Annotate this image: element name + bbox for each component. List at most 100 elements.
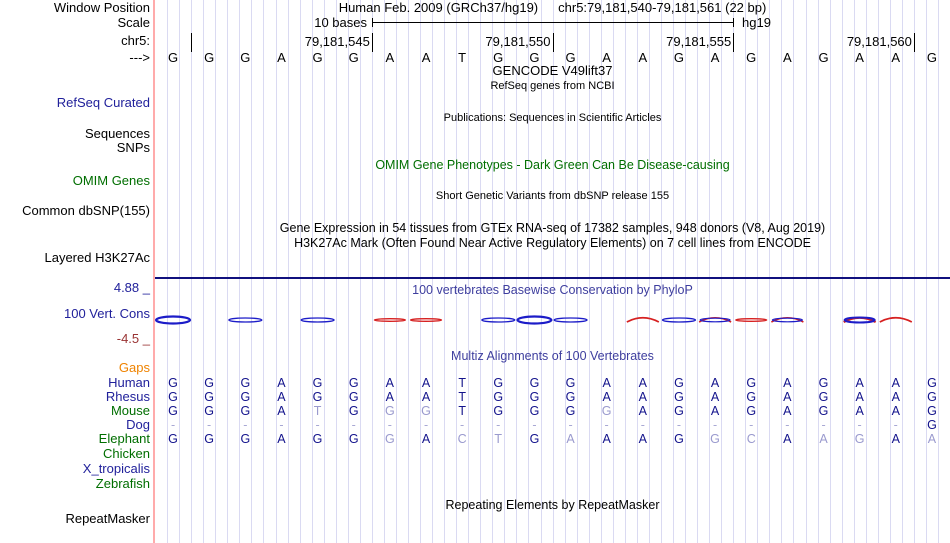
track-label-sequences[interactable]: Sequences [84,126,150,141]
track-label-x-tropicalis[interactable]: X_tropicalis [82,461,150,476]
alignment-base-dog: - [712,418,718,432]
alignment-base-human: A [710,376,720,390]
alignment-base-dog: - [640,418,645,432]
assembly-position-line: Human Feb. 2009 (GRCh37/hg19) chr5:79,181… [155,1,950,15]
scale-value: 10 bases [314,15,367,30]
alignment-base-rhesus: A [891,390,900,404]
alignment-base-rhesus: G [927,390,937,404]
track-label-chicken[interactable]: Chicken [103,446,150,461]
track-label-strand: ---> [129,50,150,65]
alignment-base-rhesus: G [204,390,214,404]
alignment-base-elephant: G [240,432,251,446]
base-letter: G [529,50,540,65]
alignment-base-rhesus: G [168,390,178,404]
track-title-dbsnp[interactable]: Short Genetic Variants from dbSNP releas… [435,190,670,202]
scale-bar-right-cap [733,18,734,27]
alignment-base-dog: - [207,418,212,432]
track-label-rhesus[interactable]: Rhesus [105,389,150,404]
base-letter: A [638,50,648,65]
track-title-publications[interactable]: Publications: Sequences in Scientific Ar… [443,112,662,124]
alignment-base-dog: - [351,418,356,432]
alignment-base-rhesus: A [710,390,720,404]
base-letter: A [710,50,720,65]
track-label-dog[interactable]: Dog [126,417,150,432]
track-label-elephant[interactable]: Elephant [98,431,150,446]
track-title-gtex[interactable]: Gene Expression in 54 tissues from GTEx … [279,221,826,235]
alignment-base-rhesus: G [529,390,540,404]
base-letter: G [167,50,179,65]
track-label-refseq-curated[interactable]: RefSeq Curated [56,95,150,110]
track-label-mouse[interactable]: Mouse [110,403,150,418]
alignment-base-elephant: A [783,432,792,446]
alignment-base-human: A [421,376,431,390]
alignment-base-elephant: G [348,432,359,446]
alignment-base-mouse: G [565,404,576,418]
alignment-base-rhesus: G [240,390,251,404]
track-title-multiz[interactable]: Multiz Alignments of 100 Vertebrates [451,349,654,363]
track-label-layered-h3k27ac[interactable]: Layered H3K27Ac [44,250,150,265]
track-label-vert-cons[interactable]: 100 Vert. Cons [64,306,150,321]
alignment-base-mouse: G [674,404,684,418]
alignment-base-rhesus: A [638,390,648,404]
alignment-base-mouse: T [458,404,466,418]
alignment-base-elephant: G [529,432,540,446]
cons-mark [553,317,588,323]
cons-mark [843,316,876,324]
alignment-base-elephant: A [891,432,900,446]
ruler-tick [913,33,915,52]
alignment-base-elephant: T [494,432,503,446]
track-label-repeatmasker[interactable]: RepeatMasker [65,511,150,526]
alignment-base-elephant: G [168,432,178,446]
track-label-gaps[interactable]: Gaps [118,360,150,375]
alignment-base-mouse: G [493,404,504,418]
alignment-base-dog: - [785,418,790,432]
track-label-common-dbsnp[interactable]: Common dbSNP(155) [22,203,150,218]
track-title-omim[interactable]: OMIM Gene Phenotypes - Dark Green Can Be… [375,158,730,172]
alignment-base-mouse: G [348,404,359,418]
track-title-h3k27ac[interactable]: H3K27Ac Mark (Often Found Near Active Re… [294,236,811,250]
base-letter: G [926,50,937,65]
track-title-phylop[interactable]: 100 vertebrates Basewise Conservation by… [412,283,693,297]
alignment-base-dog: - [604,418,609,432]
track-label-snps[interactable]: SNPs [116,140,150,155]
alignment-base-dog: - [568,418,573,432]
alignment-base-human: A [602,376,611,390]
ruler-label: 79,181,550 [485,34,551,49]
alignment-base-human: G [168,376,178,390]
position-range: chr5:79,181,540-79,181,561 (22 bp) [558,0,767,15]
alignment-base-elephant: G [384,432,395,446]
alignment-base-mouse: G [529,404,540,418]
cons-mark [300,317,335,323]
base-letter: G [312,50,323,65]
track-separator-line [155,277,950,279]
alignment-base-human: A [277,376,286,390]
alignment-base-elephant: C [457,432,467,446]
track-title-gencode-title[interactable]: GENCODE V49lift37 [492,63,613,78]
alignment-base-mouse: T [313,404,322,418]
alignment-base-dog: - [170,418,176,432]
alignment-base-rhesus: T [458,390,466,404]
base-letter: T [458,50,467,65]
base-letter: G [818,50,829,65]
alignment-base-dog: - [676,418,682,432]
base-letter: A [385,50,395,65]
track-label-omim-genes[interactable]: OMIM Genes [72,173,150,188]
alignment-base-dog: - [460,418,465,432]
track-label-human[interactable]: Human [108,375,150,390]
track-title-repeats[interactable]: Repeating Elements by RepeatMasker [445,498,660,512]
alignment-base-mouse: A [277,404,286,418]
track-title-gencode-sub[interactable]: RefSeq genes from NCBI [490,80,615,92]
alignment-base-human: G [204,376,214,390]
scale-bar [372,22,733,23]
alignment-base-elephant: C [746,432,756,446]
conservation-wiggle [155,315,913,325]
alignment-base-mouse: G [204,404,214,418]
alignment-base-elephant: A [421,432,431,446]
track-label-cons-min: -4.5 _ [116,331,150,346]
alignment-base-mouse: A [891,404,900,418]
alignment-base-mouse: G [421,404,431,418]
track-label-zebrafish[interactable]: Zebrafish [95,476,150,491]
alignment-base-dog: - [243,418,248,432]
alignment-base-human: A [891,376,900,390]
cons-mark [373,318,407,322]
